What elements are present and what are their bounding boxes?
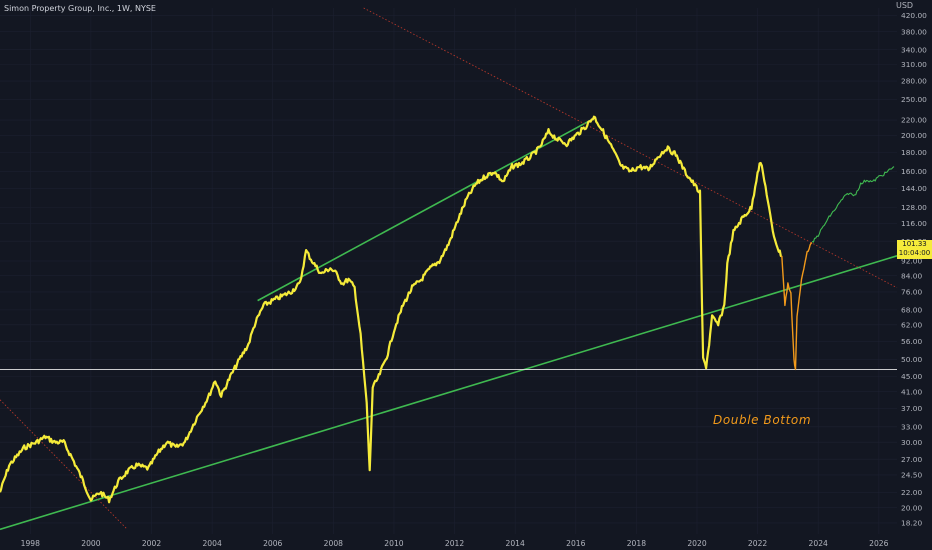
y-tick-label: 30.00	[901, 438, 922, 447]
x-tick-label: 2006	[263, 539, 282, 548]
y-tick-label: 27.00	[901, 455, 922, 464]
x-tick-label: 2024	[809, 539, 828, 548]
y-tick-label: 160.00	[901, 167, 927, 176]
y-tick-label: 310.00	[901, 60, 927, 69]
price-line	[0, 115, 782, 504]
last-price: 101.33	[902, 240, 927, 248]
double-bottom-line	[781, 242, 813, 371]
y-tick-label: 20.00	[901, 503, 922, 512]
x-tick-label: 2012	[445, 539, 464, 548]
double-bottom-annotation: Double Bottom	[713, 413, 811, 427]
y-tick-label: 220.00	[901, 116, 927, 125]
time-axis[interactable]: 1998 2000 2002 2004 2006 2008 2010 2012 2014 2016…	[21, 539, 889, 548]
x-tick-label: 1998	[21, 539, 40, 548]
y-tick-label: 24.50	[901, 471, 922, 480]
y-tick-label: 340.00	[901, 45, 927, 54]
y-tick-label: 45.00	[901, 372, 922, 381]
y-tick-label: 50.00	[901, 355, 922, 364]
x-tick-label: 2022	[748, 539, 767, 548]
y-tick-label: 250.00	[901, 95, 927, 104]
x-tick-label: 2014	[506, 539, 525, 548]
y-tick-label: 144.00	[901, 184, 927, 193]
y-tick-label: 76.00	[901, 287, 922, 296]
y-tick-label: 56.00	[901, 337, 922, 346]
x-tick-label: 2016	[566, 539, 585, 548]
y-tick-label: 22.00	[901, 488, 922, 497]
trend-lines[interactable]	[0, 7, 898, 531]
resistance-trend-line[interactable]	[0, 399, 128, 530]
y-tick-label: 33.00	[901, 422, 922, 431]
x-tick-label: 2002	[142, 539, 161, 548]
resistance-trend-line[interactable]	[363, 7, 898, 289]
bar-countdown: 10:04:00	[898, 249, 931, 257]
last-price-tag: 101.33 10:04:00	[897, 240, 932, 259]
upper-trend-line[interactable]	[257, 119, 592, 302]
projection-line	[811, 166, 895, 243]
y-tick-label: 280.00	[901, 77, 927, 86]
support-trend-line[interactable]	[0, 255, 898, 531]
y-tick-label: 41.00	[901, 387, 922, 396]
x-tick-label: 2008	[324, 539, 343, 548]
x-tick-label: 2018	[627, 539, 646, 548]
x-tick-label: 2000	[81, 539, 100, 548]
y-tick-label: 128.00	[901, 203, 927, 212]
y-tick-label: 68.00	[901, 305, 922, 314]
y-tick-label: 116.00	[901, 219, 927, 228]
x-tick-label: 2004	[202, 539, 221, 548]
x-tick-label: 2020	[687, 539, 706, 548]
y-tick-label: 420.00	[901, 11, 927, 20]
y-tick-label: 84.00	[901, 271, 922, 280]
y-tick-label: 18.20	[901, 519, 922, 528]
x-tick-label: 2010	[384, 539, 403, 548]
y-tick-label: 200.00	[901, 131, 927, 140]
y-tick-label: 380.00	[901, 27, 927, 36]
currency-label: USD	[896, 1, 914, 10]
y-tick-label: 37.00	[901, 404, 922, 413]
price-series	[0, 115, 895, 504]
y-tick-label: 92.00	[901, 257, 922, 266]
y-tick-label: 62.00	[901, 320, 922, 329]
y-tick-label: 180.00	[901, 148, 927, 157]
symbol-title[interactable]: Simon Property Group, Inc., 1W, NYSE	[4, 4, 156, 13]
x-tick-label: 2026	[869, 539, 888, 548]
